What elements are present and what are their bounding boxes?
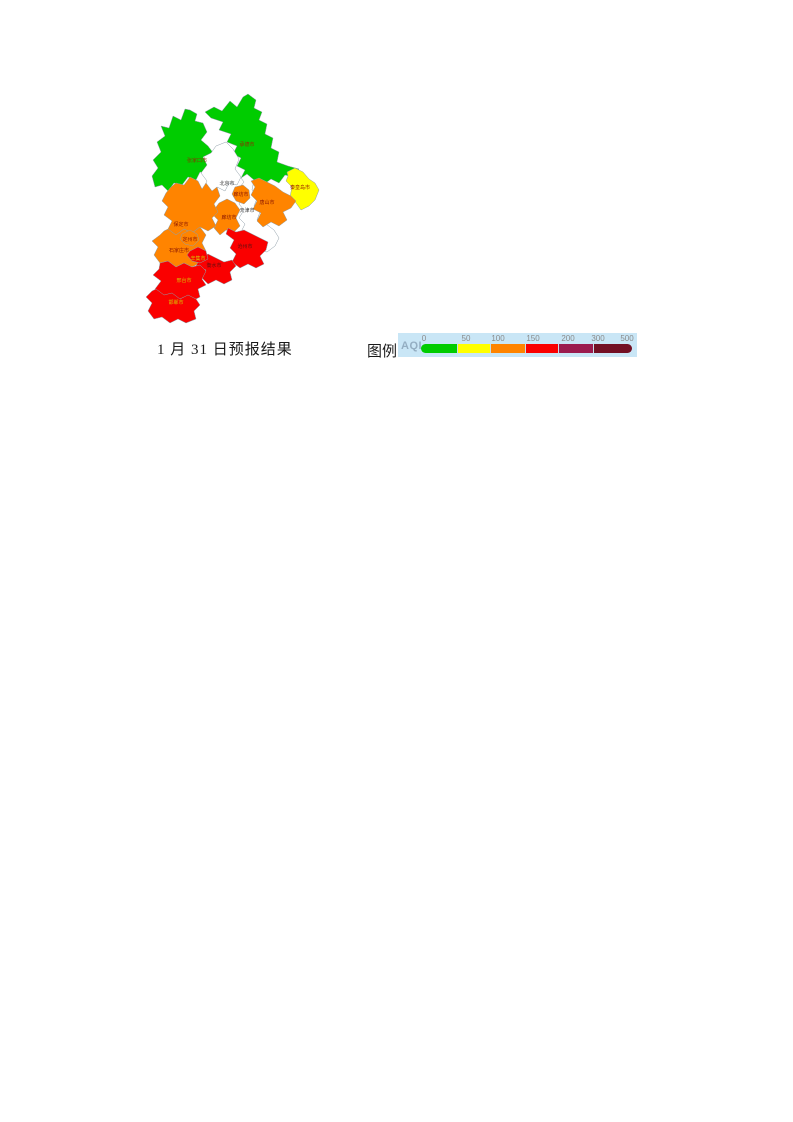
legend-segment-aqi-150-200 [525, 344, 558, 353]
region-label-langfang-main: 廊坊市 [221, 214, 236, 221]
legend-tick-500: 500 [620, 334, 634, 343]
aqi-scale-label: AQI [401, 340, 423, 352]
region-tangshan [250, 177, 297, 228]
region-label-dingzhou: 定州市 [182, 236, 197, 243]
region-label-langfang-north: 廊坊市 [233, 191, 248, 198]
region-handan [145, 288, 201, 324]
region-label-handan: 邯郸市 [168, 299, 183, 306]
region-label-xingtai: 邢台市 [176, 277, 191, 284]
region-label-shijiazhuang: 石家庄市 [169, 247, 189, 254]
region-label-qinhuangdao: 秦皇岛市 [290, 184, 310, 191]
region-label-zhangjiakou: 张家口市 [187, 157, 207, 164]
legend-tick-200: 200 [561, 334, 575, 343]
legend-tick-50: 50 [461, 334, 471, 343]
region-label-xinji: 辛集市 [190, 255, 205, 262]
aqi-forecast-map: 张家口市承德市北京市天津市秦皇岛市唐山市廊坊市廊坊市保定市石家庄市定州市沧州市衡… [145, 93, 320, 324]
region-langfang-north [231, 184, 251, 205]
region-baoding [161, 176, 221, 236]
region-cangzhou [225, 227, 269, 269]
region-label-beijing: 北京市 [219, 180, 234, 187]
region-label-tianjin: 天津市 [239, 207, 254, 214]
region-label-cangzhou: 沧州市 [237, 243, 252, 250]
region-dingzhou [179, 229, 200, 247]
legend-tick-row: 0 50 100 150 200 300 500 [398, 333, 637, 343]
aqi-legend-panel: AQI 0 50 100 150 200 300 500 [398, 333, 637, 357]
legend-segment-aqi-0-50 [421, 344, 457, 353]
region-label-chengde: 承德市 [239, 141, 254, 148]
legend-segment-aqi-200-300 [558, 344, 593, 353]
region-label-hengshui: 衡水市 [206, 262, 221, 269]
legend-tick-300: 300 [591, 334, 605, 343]
region-label-tangshan: 唐山市 [259, 199, 274, 206]
legend-colorbar [421, 344, 632, 353]
legend-segment-aqi-100-150 [490, 344, 525, 353]
region-xinji [186, 246, 209, 264]
legend-title: 图例 [367, 344, 398, 360]
legend-tick-150: 150 [526, 334, 540, 343]
region-beijing [200, 141, 242, 194]
legend-segment-aqi-300-500 [593, 344, 632, 353]
region-label-baoding: 保定市 [173, 221, 188, 228]
legend-tick-0: 0 [421, 334, 427, 343]
region-xingtai [152, 260, 207, 302]
legend-tick-100: 100 [491, 334, 505, 343]
legend-segment-aqi-50-100 [457, 344, 490, 353]
figure-caption: 1 月 31 日预报结果 [157, 342, 293, 358]
region-zhangjiakou [151, 108, 217, 192]
